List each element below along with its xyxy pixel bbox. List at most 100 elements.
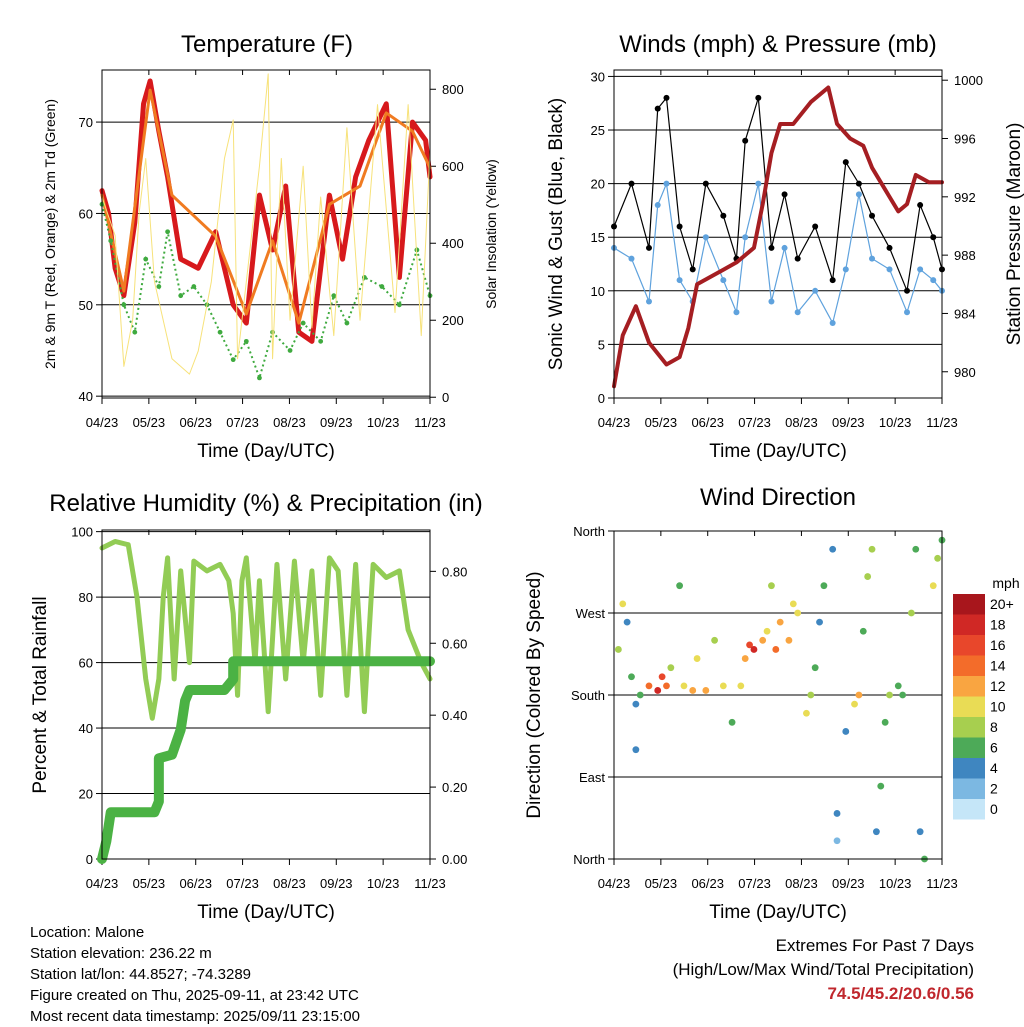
temperature-xtick-label: 06/23 [179, 415, 212, 430]
temperature-xtick-label: 08/23 [273, 415, 306, 430]
legend-swatch [953, 655, 985, 676]
winds-wind-point [794, 255, 801, 262]
direction-point [776, 618, 784, 626]
winds-ytick-label: 20 [591, 177, 605, 192]
direction-points [614, 536, 946, 863]
winds-ytick-label: 25 [591, 123, 605, 138]
direction-point [728, 718, 736, 726]
humidity-ylabel: Percent & Total Rainfall [30, 596, 51, 793]
temperature-title: Temperature (F) [181, 31, 353, 58]
humidity-frame [101, 529, 431, 860]
temperature-dewpoint-point [230, 357, 236, 363]
winds-wind-point [829, 277, 836, 284]
temperature-xtick-label: 04/23 [86, 415, 119, 430]
extremes-values: 74.5/45.2/20.6/0.56 [827, 984, 974, 1003]
winds-wind-point [742, 137, 749, 144]
legend-swatch [953, 635, 985, 656]
legend-label: 12 [990, 678, 1006, 694]
temperature-dewpoint-point [396, 302, 402, 308]
direction-point [899, 691, 907, 699]
winds-gust-point [886, 266, 893, 273]
humidity-series-precip [97, 656, 435, 864]
station-location: Location: Malone [30, 924, 145, 941]
direction-xlabel: Time (Day/UTC) [709, 902, 847, 923]
humidity-xtick-label: 06/23 [179, 876, 212, 891]
direction-point [855, 691, 863, 699]
winds-wind-point [755, 94, 762, 101]
winds-gust-point [904, 309, 911, 316]
extremes-title: Extremes For Past 7 Days [775, 936, 974, 955]
winds-wind-point [654, 105, 661, 112]
temperature-ytick-label: 60 [79, 206, 93, 221]
legend-label: 18 [990, 617, 1006, 633]
legend-swatch [953, 717, 985, 738]
winds-gust-point [702, 234, 709, 241]
direction-point [614, 646, 622, 653]
direction-point [619, 600, 627, 608]
temperature-y2label: Solar Insolation (Yellow) [483, 159, 499, 309]
humidity-series-rh [99, 538, 433, 721]
temperature-dewpoint-point [156, 284, 162, 289]
temperature-dewpoint-point [300, 320, 306, 326]
extremes-box: Extremes For Past 7 Days (High/Low/Max W… [673, 934, 974, 1006]
humidity-y2tick-label: 0.40 [442, 708, 467, 723]
humidity-ytick-label: 80 [79, 590, 93, 605]
temperature-series-solar [101, 73, 431, 375]
winds-wind-point [904, 287, 911, 294]
legend-label: 0 [990, 801, 998, 817]
direction-xtick-label: 05/23 [645, 876, 678, 891]
winds-xtick-label: 04/23 [598, 415, 631, 430]
temperature-dewpoint-point [178, 293, 184, 299]
winds-y2tick-label: 996 [954, 132, 976, 147]
temperature-ytick-label: 40 [79, 389, 93, 404]
direction-point [894, 682, 902, 690]
panel-direction: Wind Direction North East South West North 04/… [524, 484, 1020, 923]
humidity-y2tick-label: 0.00 [442, 852, 467, 867]
recent-timestamp: Most recent data timestamp: 2025/09/11 2… [30, 1008, 360, 1025]
winds-wind-point [781, 191, 788, 198]
humidity-y2tick-label: 0.20 [442, 780, 467, 795]
panel-winds: Winds (mph) & Pressure (mb) 0 5 10 15 20 25 30 9… [546, 31, 1024, 462]
winds-y2tick-label: 1000 [954, 73, 983, 88]
direction-point [789, 600, 797, 608]
temperature-dewpoint-point [379, 284, 385, 289]
direction-point [886, 691, 893, 699]
direction-point [877, 782, 885, 790]
winds-ylabel: Sonic Wind & Gust (Blue, Black) [546, 98, 567, 370]
direction-point [864, 573, 872, 580]
panel-humidity: Relative Humidity (%) & Precipitation (i… [30, 490, 483, 923]
winds-gust-point [768, 298, 775, 305]
direction-point [842, 728, 850, 735]
direction-point [658, 673, 666, 681]
direction-point [750, 646, 758, 653]
direction-ytick-label: North [573, 852, 605, 867]
legend-swatch [953, 778, 985, 799]
direction-point [768, 582, 775, 590]
temperature-dewpoint-point [191, 284, 197, 289]
direction-point [811, 664, 819, 672]
winds-wind-point [702, 180, 709, 187]
direction-frame [613, 530, 943, 860]
humidity-xtick-label: 07/23 [226, 876, 259, 891]
humidity-ytick-label: 60 [79, 656, 93, 671]
winds-wind-point [663, 94, 670, 101]
direction-xtick-label: 07/23 [738, 876, 771, 891]
winds-wind-point [768, 244, 775, 251]
temperature-y2tick-label: 0 [442, 390, 449, 405]
station-latlon: Station lat/lon: 44.8527; -74.3289 [30, 966, 252, 983]
winds-wind-point [842, 159, 849, 166]
temperature-y2tick-label: 800 [442, 82, 464, 97]
direction-ytick-label: East [579, 770, 605, 785]
winds-wind-point [886, 244, 893, 251]
humidity-xtick-label: 10/23 [367, 876, 400, 891]
winds-wind-point [628, 180, 635, 187]
humidity-xtick-label: 09/23 [320, 876, 353, 891]
figure-created: Figure created on Thu, 2025-09-11, at 23… [30, 987, 359, 1004]
temperature-ytick-label: 50 [79, 298, 93, 313]
temperature-frame [101, 69, 431, 399]
winds-xtick-label: 11/23 [926, 415, 958, 430]
winds-gust-point [663, 180, 670, 187]
humidity-title: Relative Humidity (%) & Precipitation (i… [49, 490, 482, 517]
direction-point [702, 687, 710, 694]
legend-label: 16 [990, 637, 1006, 653]
